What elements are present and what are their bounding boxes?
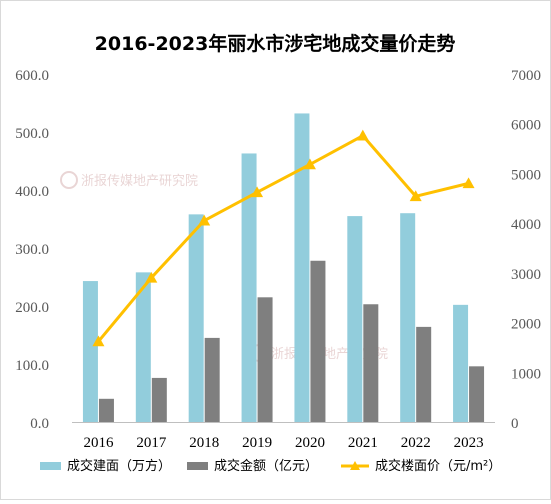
x-tick-label: 2018 — [189, 435, 219, 451]
bar-amount-2021 — [363, 304, 379, 422]
x-tick-label: 2023 — [454, 435, 484, 451]
y-right-tick-label: 2000 — [511, 317, 541, 333]
y-right-tick-label: 7000 — [511, 68, 541, 84]
bar-amount-2020 — [310, 260, 326, 422]
y-left-tick-label: 500.0 — [15, 126, 49, 142]
legend-item-2: 成交金额（亿元） — [187, 458, 318, 474]
bar-area-2018 — [188, 214, 204, 422]
y-left-tick-label: 300.0 — [15, 242, 49, 258]
watermark-logo-icon — [60, 171, 78, 189]
y-right-tick-label: 0 — [511, 416, 519, 432]
legend-swatch — [40, 462, 61, 470]
y-left-tick-label: 200.0 — [15, 300, 49, 316]
x-tick-label: 2019 — [242, 435, 272, 451]
y-right-tick-label: 6000 — [511, 118, 541, 134]
y-right-tick-label: 5000 — [511, 167, 541, 183]
x-tick-label: 2021 — [348, 435, 378, 451]
bar-amount-2022 — [416, 326, 432, 422]
price-point-2017 — [145, 271, 158, 283]
legend-item-3: 成交楼面价（元/m²） — [341, 458, 501, 474]
price-point-2020 — [303, 158, 316, 170]
y-right-tick-label: 4000 — [511, 217, 541, 233]
bar-area-2021 — [347, 216, 363, 422]
bar-area-2022 — [400, 213, 416, 422]
price-point-2019 — [251, 186, 264, 198]
x-tick-label: 2017 — [136, 435, 167, 451]
ticks-layer: 0.0 100.0 200.0 300.0 400.0 500.0 600.0 0 1000 20… — [15, 68, 541, 451]
x-tick-label: 2020 — [295, 435, 325, 451]
bar-amount-2017 — [151, 377, 167, 422]
y-left-tick-label: 400.0 — [15, 184, 49, 200]
price-point-2018 — [198, 214, 211, 226]
bar-area-2023 — [453, 304, 469, 422]
bar-amount-2023 — [469, 366, 485, 422]
bar-area-2016 — [82, 281, 98, 422]
bar-area-2020 — [294, 113, 310, 422]
bar-area-2019 — [241, 153, 257, 422]
y-right-tick-label: 3000 — [511, 267, 541, 283]
y-left-tick-label: 0.0 — [30, 416, 49, 432]
y-left-tick-label: 100.0 — [15, 358, 49, 374]
bar-amount-2018 — [204, 337, 220, 422]
price-point-2022 — [409, 190, 422, 202]
y-right-tick-label: 1000 — [511, 366, 541, 382]
line-layer — [92, 129, 475, 347]
legend-label: 成交金额（亿元） — [214, 458, 318, 474]
y-left-tick-label: 600.0 — [15, 68, 49, 84]
bar-amount-2019 — [257, 297, 273, 422]
x-tick-label: 2022 — [401, 435, 431, 451]
price-line — [97, 134, 469, 343]
price-point-2021 — [356, 129, 369, 141]
price-point-2016 — [92, 335, 105, 347]
bars-layer — [82, 113, 485, 422]
bar-amount-2016 — [98, 398, 114, 422]
bar-area-2017 — [135, 272, 151, 422]
legend-label: 成交楼面价（元/m²） — [375, 458, 501, 474]
watermark-1: 浙报传媒地产研究院 — [60, 171, 198, 189]
price-point-2023 — [462, 177, 475, 189]
watermark-text: 浙报传媒地产研究院 — [81, 174, 198, 189]
chart-title: 2016-2023年丽水市涉宅地成交量价走势 — [95, 32, 456, 55]
legend-label: 成交建面（万方） — [67, 458, 171, 474]
x-tick-label: 2016 — [83, 435, 114, 451]
legend: 成交建面（万方） 成交金额（亿元） 成交楼面价（元/m²） — [40, 458, 501, 474]
legend-marker — [350, 461, 360, 470]
legend-swatch — [187, 462, 208, 470]
legend-item-1: 成交建面（万方） — [40, 458, 171, 474]
